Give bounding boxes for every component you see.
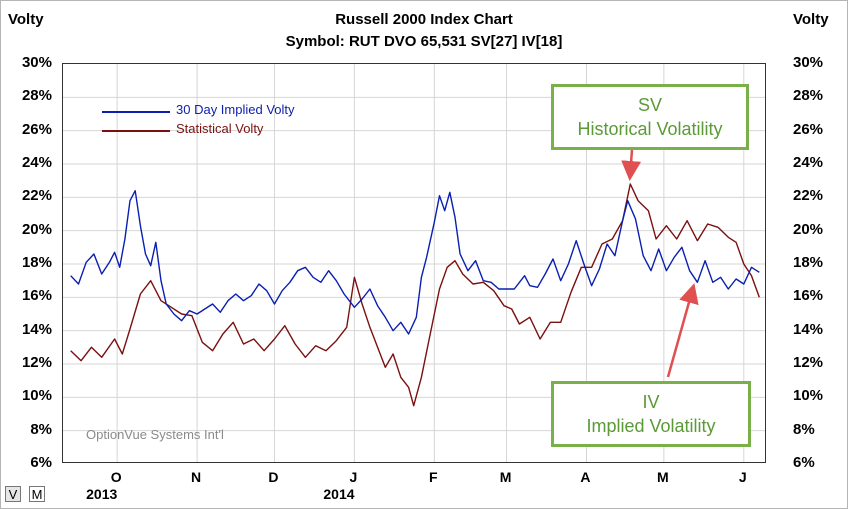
y-tick-label-right: 22% <box>793 187 824 205</box>
y-tick-label-right: 24% <box>793 154 824 171</box>
y-tick-label-right: 6% <box>793 454 815 471</box>
iv-callout-title: IV <box>642 392 660 412</box>
x-year-label: 2014 <box>323 486 355 502</box>
y-tick-label-left: 28% <box>21 87 52 105</box>
y-tick-label-left: 14% <box>21 320 52 338</box>
legend-label-sv: Statistical Volty <box>176 121 264 136</box>
y-tick-label-left: 22% <box>21 187 52 205</box>
iv-callout-subtitle: Implied Volatility <box>586 416 716 436</box>
y-tick-label-right: 14% <box>793 320 824 338</box>
y-tick-label-left: 6% <box>30 454 52 471</box>
y-tick-label-left: 18% <box>21 254 52 271</box>
y-tick-label-left: 10% <box>21 387 52 405</box>
y-tick-label-right: 28% <box>793 87 824 105</box>
y-tick-label-right: 12% <box>793 354 824 371</box>
series-line-implied-volty <box>70 189 760 335</box>
x-tick-label: M <box>499 469 512 485</box>
y-tick-label-right: 26% <box>793 120 824 138</box>
x-tick-label: A <box>580 469 591 485</box>
right-axis-label: Volty <box>793 11 829 28</box>
iv-arrow <box>666 283 699 378</box>
iv-callout: IV Implied Volatility <box>551 381 751 447</box>
y-tick-label-right: 30% <box>793 54 824 71</box>
legend-swatch-iv <box>102 111 170 113</box>
x-tick-label: J <box>349 469 358 485</box>
chart-title: Russell 2000 Index Chart <box>335 11 513 28</box>
sv-callout: SV Historical Volatility <box>551 84 749 150</box>
series-line-statistical-volty <box>70 183 760 407</box>
x-tick-label: J <box>738 469 747 485</box>
y-tick-label-left: 12% <box>21 354 52 371</box>
x-tick-label: M <box>657 469 669 485</box>
y-tick-label-left: 30% <box>21 54 52 71</box>
legend-swatch-sv <box>102 130 170 132</box>
y-tick-label-right: 10% <box>793 387 824 405</box>
legend-label-iv: 30 Day Implied Volty <box>176 102 295 117</box>
watermark-text: OptionVue Systems Int'l <box>86 427 224 442</box>
sv-callout-title: SV <box>637 95 662 115</box>
y-tick-label-left: 8% <box>30 420 52 438</box>
y-tick-label-right: 18% <box>793 254 824 271</box>
y-tick-label-right: 8% <box>793 420 815 438</box>
chart-subtitle: Symbol: RUT DVO 65,531 SV[27] IV[18] <box>285 33 563 50</box>
x-tick-label: O <box>110 469 122 485</box>
y-tick-label-right: 16% <box>793 287 824 305</box>
x-tick-label: F <box>429 469 438 485</box>
view-v-button[interactable]: V <box>5 486 21 502</box>
x-tick-label: N <box>191 469 202 485</box>
y-tick-label-right: 20% <box>793 220 824 238</box>
x-year-label: 2013 <box>86 486 118 502</box>
y-tick-label-left: 16% <box>21 287 52 305</box>
left-axis-label: Volty <box>8 11 44 28</box>
view-m-button[interactable]: M <box>29 486 45 502</box>
sv-arrow <box>621 149 642 181</box>
x-tick-label: D <box>268 469 279 485</box>
y-tick-label-left: 26% <box>21 120 52 138</box>
y-tick-label-left: 24% <box>21 154 52 171</box>
y-tick-label-left: 20% <box>21 220 52 238</box>
sv-callout-subtitle: Historical Volatility <box>577 119 723 139</box>
